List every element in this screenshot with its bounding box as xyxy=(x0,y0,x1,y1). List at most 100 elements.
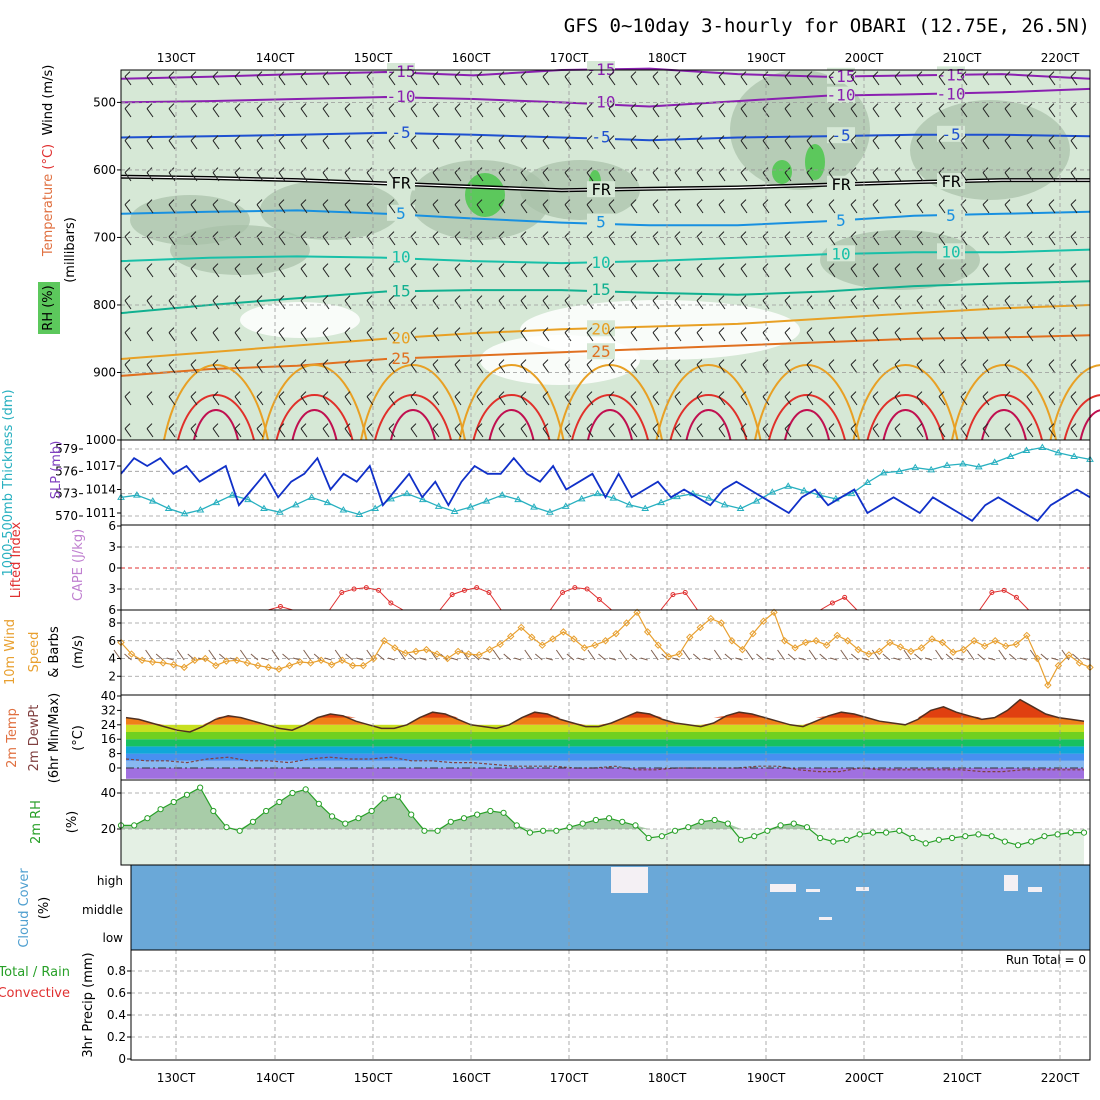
wind-barb-flag xyxy=(476,71,483,77)
wind-barb-flag xyxy=(124,327,131,333)
wind-barb-shaft xyxy=(344,140,352,150)
wind-barb-flag xyxy=(916,135,923,141)
wind-barb-flag xyxy=(916,231,923,237)
wind-barb-flag xyxy=(366,231,373,237)
isotherm-boundary-arch xyxy=(1079,409,1100,441)
temp-color-band xyxy=(126,768,1084,779)
wind-barb-shaft xyxy=(278,172,286,182)
isotherm-boundary-arch xyxy=(587,409,633,441)
wind10-point xyxy=(580,644,589,652)
wind-barb-shaft xyxy=(520,268,528,278)
rh2m-point xyxy=(526,829,534,836)
isotherm-label: -10 xyxy=(387,87,416,106)
wind-barb-shaft xyxy=(718,140,726,150)
wind-barb-shaft xyxy=(146,428,154,438)
wind-barb-shaft xyxy=(894,236,902,246)
wind-barb-flag xyxy=(982,135,989,141)
wind-barb-shaft xyxy=(982,204,990,214)
isotherm-boundary-arch xyxy=(390,409,436,441)
wind-barb-shaft xyxy=(124,236,132,246)
wind-barb-shaft xyxy=(300,364,308,374)
isotherm-label: FR xyxy=(941,172,961,191)
wind-barb-flag xyxy=(454,71,461,77)
wind-barb-flag xyxy=(256,199,263,205)
wind-barb-flag xyxy=(630,231,637,237)
wind-barb-10m xyxy=(966,649,975,661)
slp-panel-frame xyxy=(120,439,1091,526)
wind-barb-shaft xyxy=(674,108,682,118)
isotherm-boundary-arch xyxy=(655,364,762,441)
wind-barb-flag xyxy=(806,391,813,397)
wind-barb-shaft xyxy=(916,268,924,278)
wind-barb-shaft xyxy=(410,108,418,118)
thickness-tick-label: 570 xyxy=(55,509,78,523)
wind-barb-shaft xyxy=(916,364,924,374)
time-label-top: 200CT xyxy=(845,51,884,65)
wind-barb-flag xyxy=(762,391,769,397)
wind-barb-flag xyxy=(124,391,131,397)
wind-barb-flag xyxy=(586,359,593,365)
precip-legend-total: Total / Rain xyxy=(0,965,70,980)
wind-barb-flag xyxy=(872,167,879,173)
wind-barb-flag xyxy=(1004,327,1011,333)
wind-barb-shaft xyxy=(806,76,814,86)
wind-barb-shaft xyxy=(410,364,418,374)
wind-barb-10m xyxy=(408,653,417,661)
wind-barb-shaft xyxy=(696,332,704,342)
wind-barb-flag xyxy=(850,423,857,429)
isotherm-label: 15 xyxy=(591,280,610,299)
thickness-point xyxy=(1006,452,1015,459)
rh2m-point xyxy=(1054,831,1061,838)
wind-barb-flag xyxy=(652,359,659,365)
wind10-point xyxy=(612,629,620,638)
wind-barb-flag xyxy=(124,135,131,141)
isotherm-label: -5 xyxy=(591,128,610,147)
wind-barb-flag xyxy=(630,71,637,77)
wind-barb-shaft xyxy=(982,140,990,150)
chart-title: GFS 0~10day 3-hourly for OBARI (12.75E, … xyxy=(564,15,1090,37)
thickness-point xyxy=(212,498,221,506)
wind-barb-shaft xyxy=(894,172,902,182)
wind-barb-flag xyxy=(1004,423,1011,429)
wind-barb-shaft xyxy=(1048,204,1056,214)
wind10-point xyxy=(296,658,304,666)
wind-barb-10m xyxy=(1082,657,1091,661)
wind-barb-flag xyxy=(806,71,813,77)
wind-barb-flag xyxy=(630,199,637,205)
wind-barb-flag xyxy=(454,423,461,429)
wind-barb-flag xyxy=(872,231,879,237)
wind-barb-flag xyxy=(520,391,527,397)
thickness-point xyxy=(943,461,951,468)
wind-barb-flag xyxy=(586,103,593,109)
wind-barb-10m xyxy=(366,649,375,661)
wind-barb-flag xyxy=(806,359,813,365)
wind-barb-flag xyxy=(1004,135,1011,141)
isotherm-label: -5 xyxy=(391,123,410,142)
wind-barb-flag xyxy=(300,135,307,141)
wind-barb-shaft xyxy=(234,428,242,438)
wind-barb-shaft xyxy=(982,364,990,374)
wind-barb-flag xyxy=(608,135,615,141)
wind-barb-shaft xyxy=(872,364,880,374)
wind-barb-10m xyxy=(893,657,901,661)
rh-shading-high xyxy=(772,160,792,184)
wind10-point xyxy=(1075,659,1084,667)
rh2m-point xyxy=(289,789,296,797)
wind-barb-shaft xyxy=(388,76,396,86)
wind-barb-flag xyxy=(696,103,703,109)
wind-barb-shaft xyxy=(432,332,440,342)
lifted-index-point xyxy=(449,592,455,598)
wind-barb-shaft xyxy=(454,364,462,374)
rh2m-point xyxy=(724,820,731,827)
isotherm-boundary-arch xyxy=(163,364,269,441)
upper-ylabel-temp-part: (°C) xyxy=(41,144,56,174)
wind-barb-flag xyxy=(1026,327,1033,333)
wind-barb-shaft xyxy=(476,172,484,182)
wind-barb-shaft xyxy=(344,396,352,406)
wind-barb-shaft xyxy=(476,268,484,278)
wind-barb-flag xyxy=(476,391,483,397)
wind-barb-flag xyxy=(1026,263,1033,269)
wind-barb-shaft xyxy=(212,364,220,374)
wind-barb-flag xyxy=(872,327,879,333)
wind-barb-10m xyxy=(672,657,680,661)
